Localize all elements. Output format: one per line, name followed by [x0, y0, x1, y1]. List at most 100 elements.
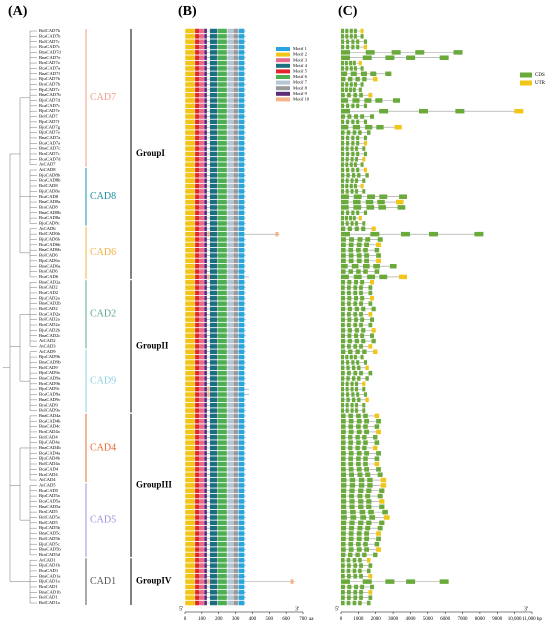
- motif-box: [195, 370, 200, 376]
- motif-box: [185, 413, 195, 419]
- gene-name: BjuCAD7c: [39, 87, 60, 92]
- exon: [406, 55, 416, 60]
- motif-box: [195, 344, 200, 349]
- motif-box: [227, 189, 234, 194]
- exon: [347, 280, 352, 285]
- exon: [355, 178, 359, 183]
- exon: [352, 397, 356, 403]
- exon: [365, 50, 375, 55]
- motif-box: [238, 263, 245, 269]
- motif-box: [204, 483, 207, 488]
- exon: [360, 183, 364, 189]
- motif-box: [209, 413, 218, 419]
- gene-name: BraCAD7a: [39, 60, 60, 65]
- exon: [341, 263, 348, 269]
- motif-box: [238, 221, 245, 226]
- exon: [346, 568, 351, 574]
- motif-box: [209, 76, 218, 82]
- motif-box: [195, 167, 200, 173]
- gene-name: AtCAD7: [39, 162, 56, 167]
- motif-box: [209, 493, 218, 499]
- motif-box: [204, 162, 207, 167]
- motif-box: [227, 488, 234, 493]
- motif-box: [233, 205, 238, 210]
- exon: [346, 397, 350, 403]
- motif-box: [218, 92, 227, 98]
- exon: [341, 194, 349, 199]
- motif-box: [233, 274, 238, 280]
- exon: [341, 135, 345, 141]
- exon: [362, 381, 366, 387]
- motif-box: [209, 328, 218, 333]
- motif-box: [227, 253, 234, 258]
- motif-box: [204, 477, 207, 483]
- motif-box: [227, 424, 234, 429]
- exon: [349, 499, 355, 504]
- gene-name: BraCAD6: [39, 269, 58, 274]
- exon: [348, 541, 353, 547]
- exon: [360, 162, 364, 167]
- exon: [362, 55, 372, 60]
- motif-box: [195, 76, 200, 82]
- motif-box: [195, 130, 200, 135]
- motif-box: [195, 322, 200, 328]
- motif-box: [209, 82, 218, 87]
- motif-box: [199, 525, 204, 531]
- exon: [360, 296, 365, 301]
- motif-box: [233, 344, 238, 349]
- motif-box: [218, 557, 227, 563]
- gene-name: BnaCAD7f: [39, 71, 60, 76]
- tick-label: 3000: [388, 617, 399, 622]
- motif-box: [204, 354, 207, 360]
- exon: [341, 55, 350, 60]
- motif-box: [185, 477, 195, 483]
- exon: [361, 306, 366, 312]
- exon: [347, 312, 351, 317]
- motif-box: [195, 595, 200, 600]
- exon: [364, 536, 369, 542]
- gene-name: BjuCAD1a: [39, 579, 60, 584]
- motif-box: [233, 477, 238, 483]
- gene-name: BcaCAD8b: [39, 178, 61, 183]
- exon: [341, 552, 346, 558]
- exon: [358, 488, 364, 493]
- motif-box: [185, 493, 195, 499]
- motif-box: [209, 381, 218, 387]
- motif-box: [233, 440, 238, 445]
- motif-box: [209, 360, 218, 365]
- motif-box: [227, 66, 234, 71]
- motif-box: [204, 520, 207, 526]
- motif-box: [207, 274, 210, 280]
- motif-box: [238, 269, 245, 274]
- motif-box: [185, 285, 195, 290]
- exon: [371, 338, 376, 344]
- motif-box: [185, 541, 195, 547]
- motif-box: [195, 520, 200, 526]
- exon: [360, 354, 364, 360]
- gene-name: BjuCAD9c: [39, 386, 60, 391]
- motif-box: [199, 451, 204, 456]
- motif-box: [227, 509, 234, 515]
- motif-box: [227, 44, 234, 50]
- exon: [379, 108, 389, 114]
- gene-name: BnaCAD1b: [39, 589, 61, 594]
- legend-swatch: [276, 52, 290, 57]
- motif-box: [185, 82, 195, 87]
- motif-box: [218, 258, 227, 264]
- motif-box: [204, 590, 207, 595]
- motif-box: [227, 504, 234, 510]
- motif-box: [233, 445, 238, 451]
- exon: [368, 312, 373, 317]
- exon: [363, 440, 368, 445]
- motif-box: [185, 579, 195, 584]
- motif-box: [209, 98, 218, 103]
- exon: [352, 130, 357, 135]
- exon: [391, 50, 401, 55]
- motif-box: [204, 114, 207, 119]
- motif-box: [227, 87, 234, 93]
- motif-box: [233, 509, 238, 515]
- gene-name: AtCAD6: [39, 226, 56, 231]
- motif-box: [233, 194, 238, 199]
- motif-box: [195, 402, 200, 408]
- motif-box: [233, 183, 238, 189]
